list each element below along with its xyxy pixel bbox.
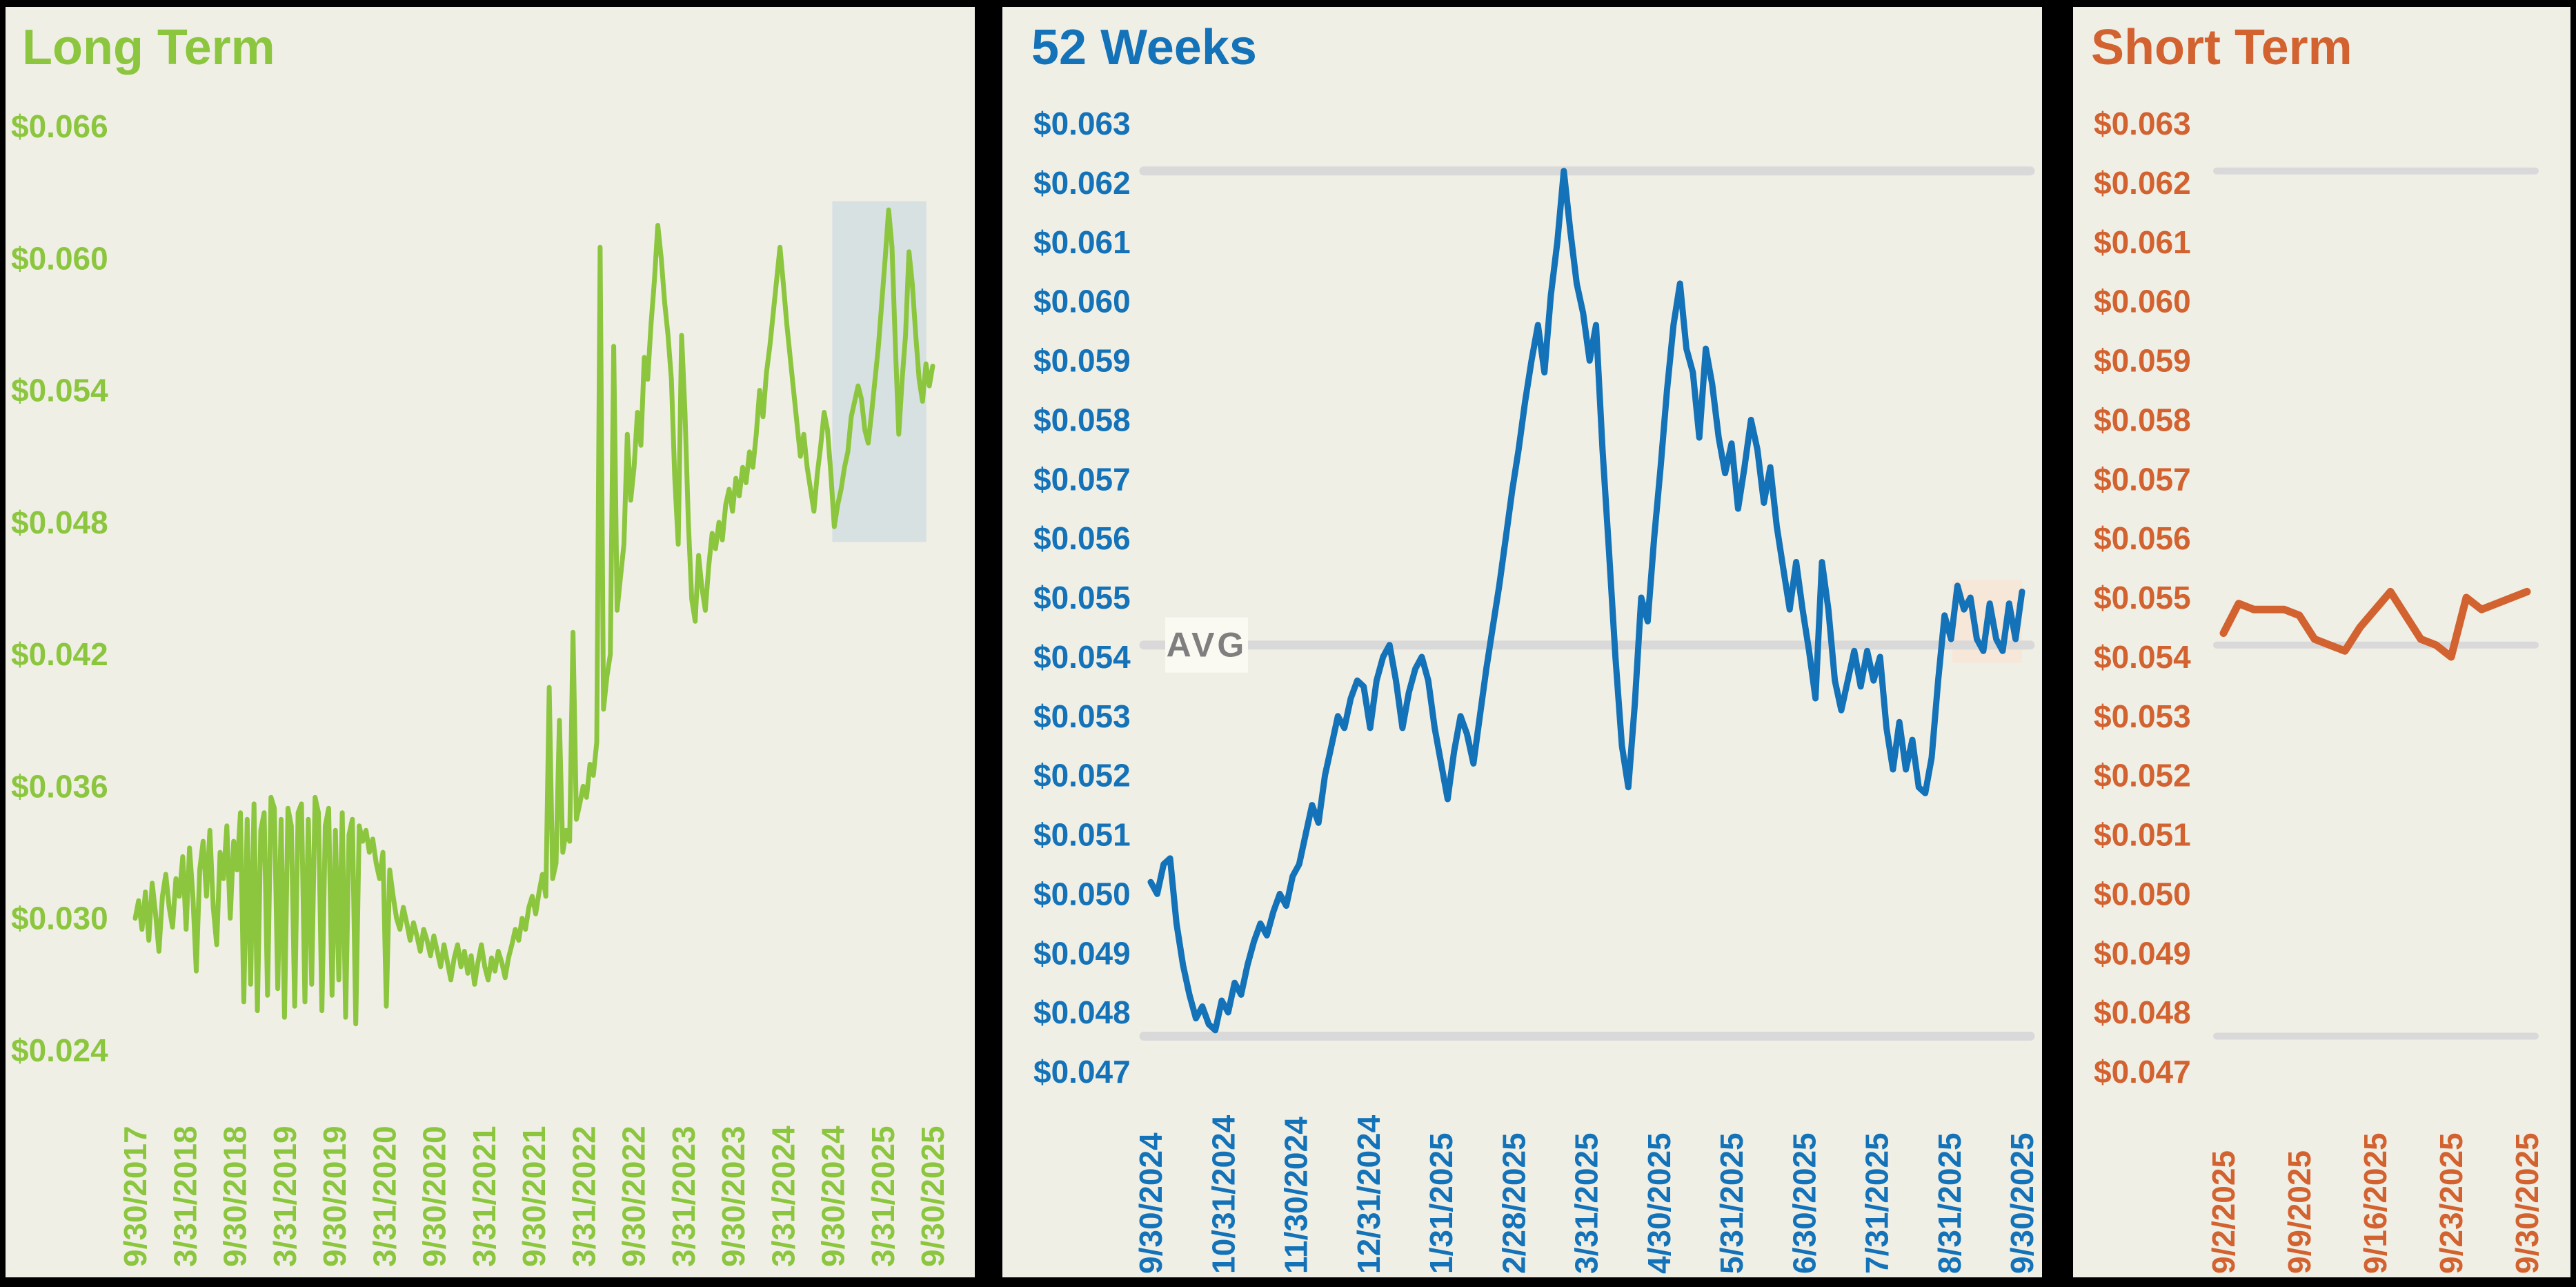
y-tick-label: $0.055 <box>1033 580 1131 616</box>
y-tick-label: $0.059 <box>2094 343 2191 379</box>
y-tick-label: $0.060 <box>11 240 108 276</box>
x-tick-label: 9/2/2025 <box>2206 1150 2241 1274</box>
y-tick-label: $0.052 <box>1033 758 1131 794</box>
y-tick-label: $0.061 <box>2094 224 2191 260</box>
x-tick-label: 9/30/2022 <box>616 1126 652 1267</box>
chart-title-short-term: Short Term <box>2091 20 2352 75</box>
x-tick-label: 4/30/2025 <box>1641 1132 1677 1274</box>
x-tick-label: 9/16/2025 <box>2357 1132 2393 1274</box>
x-tick-label: 3/31/2023 <box>666 1126 702 1267</box>
x-tick-label: 7/31/2025 <box>1859 1132 1895 1274</box>
y-tick-label: $0.056 <box>1033 520 1131 556</box>
y-tick-label: $0.060 <box>2094 284 2191 320</box>
y-tick-label: $0.042 <box>11 636 108 672</box>
y-tick-label: $0.062 <box>1033 165 1131 201</box>
x-tick-label: 8/31/2025 <box>1932 1132 1968 1274</box>
y-tick-label: $0.062 <box>2094 165 2191 201</box>
y-tick-label: $0.036 <box>11 768 108 804</box>
panel-divider <box>975 0 1002 1287</box>
y-tick-label: $0.060 <box>1033 284 1131 320</box>
x-tick-label: 12/31/2024 <box>1351 1114 1387 1274</box>
x-tick-label: 9/30/2021 <box>516 1126 552 1267</box>
y-tick-label: $0.051 <box>2094 817 2191 853</box>
x-tick-label: 9/30/2023 <box>715 1126 751 1267</box>
x-tick-label: 9/30/2025 <box>2509 1132 2545 1274</box>
x-tick-label: 1/31/2025 <box>1423 1132 1459 1274</box>
price-line <box>132 207 935 1027</box>
y-tick-label: $0.066 <box>11 108 108 144</box>
y-tick-label: $0.057 <box>2094 461 2191 497</box>
y-tick-label: $0.030 <box>11 901 108 936</box>
panel-divider <box>2042 0 2073 1287</box>
x-tick-label: 3/31/2020 <box>366 1126 402 1267</box>
y-tick-label: $0.063 <box>1033 106 1131 141</box>
price-line <box>1147 168 2025 1034</box>
y-tick-label: $0.056 <box>2094 520 2191 556</box>
y-tick-label: $0.054 <box>1033 639 1131 675</box>
panel-long-term: Long Term $0.066 $0.060 $0.054 $0.048 $0.042… <box>6 7 975 1277</box>
x-tick-label: 9/30/2019 <box>317 1126 353 1267</box>
x-tick-label: 9/9/2025 <box>2281 1150 2317 1274</box>
y-tick-label: $0.063 <box>2094 106 2191 141</box>
x-tick-label: 3/31/2022 <box>566 1126 602 1267</box>
y-tick-label: $0.055 <box>2094 580 2191 616</box>
y-tick-label: $0.052 <box>2094 758 2191 794</box>
y-tick-label: $0.047 <box>1033 1054 1131 1090</box>
y-tick-label: $0.050 <box>1033 876 1131 912</box>
y-tick-label: $0.057 <box>1033 461 1131 497</box>
x-tick-label: 9/30/2024 <box>815 1126 851 1267</box>
y-tick-label: $0.058 <box>1033 402 1131 438</box>
x-tick-label: 9/30/2018 <box>217 1126 253 1267</box>
y-tick-label: $0.053 <box>1033 698 1131 734</box>
x-tick-label: 9/30/2024 <box>1133 1132 1169 1274</box>
y-tick-label: $0.050 <box>2094 876 2191 912</box>
y-tick-label: $0.048 <box>1033 994 1131 1030</box>
panel-52-weeks: 52 Weeks AVG $0.063 $0.062 $0.061 $0.060 $0.0… <box>1002 7 2042 1277</box>
x-tick-label: 3/31/2019 <box>267 1126 303 1267</box>
chart-title-long-term: Long Term <box>22 20 275 75</box>
x-tick-label: 10/31/2024 <box>1205 1114 1241 1274</box>
x-tick-label: 2/28/2025 <box>1496 1132 1532 1274</box>
x-tick-label: 9/30/2017 <box>117 1126 153 1267</box>
y-tick-label: $0.049 <box>1033 935 1131 971</box>
y-tick-label: $0.051 <box>1033 817 1131 853</box>
avg-label-box <box>1165 617 1248 673</box>
x-tick-label: 3/31/2021 <box>466 1126 502 1267</box>
y-tick-label: $0.054 <box>11 373 108 409</box>
chart-title-52-weeks: 52 Weeks <box>1031 20 1257 75</box>
short-term-chart: $0.063 $0.062 $0.061 $0.060 $0.059 $0.058 $0.0… <box>2094 106 2545 1274</box>
y-tick-label: $0.054 <box>2094 639 2191 675</box>
x-tick-label: 5/31/2025 <box>1714 1132 1750 1274</box>
x-tick-label: 9/23/2025 <box>2433 1132 2469 1274</box>
y-tick-label: $0.048 <box>11 504 108 540</box>
x-tick-label: 11/30/2024 <box>1278 1117 1314 1274</box>
x-tick-label: 3/31/2024 <box>765 1126 801 1267</box>
y-tick-label: $0.048 <box>2094 994 2191 1030</box>
y-tick-label: $0.061 <box>1033 224 1131 260</box>
avg-label: AVG <box>1167 626 1247 665</box>
panel-short-term: Short Term $0.063 $0.062 $0.061 $0.060 $0.05… <box>2073 7 2570 1277</box>
y-tick-label: $0.047 <box>2094 1054 2191 1090</box>
x-tick-label: 9/30/2025 <box>915 1126 951 1267</box>
x-tick-label: 9/30/2020 <box>417 1126 453 1267</box>
y-tick-label: $0.053 <box>2094 698 2191 734</box>
52-weeks-chart: AVG $0.063 $0.062 $0.061 $0.060 $0.059 $0.058 $… <box>1033 106 2040 1274</box>
x-tick-label: 6/30/2025 <box>1786 1132 1822 1274</box>
long-term-chart: $0.066 $0.060 $0.054 $0.048 $0.042 $0.036 $0.0… <box>11 108 951 1267</box>
x-tick-label: 9/30/2025 <box>2004 1132 2040 1274</box>
price-line <box>2219 587 2531 661</box>
x-tick-label: 3/31/2018 <box>167 1126 203 1267</box>
y-tick-label: $0.049 <box>2094 935 2191 971</box>
x-tick-label: 3/31/2025 <box>1569 1132 1605 1274</box>
highlight-window <box>832 201 927 542</box>
x-tick-label: 3/31/2025 <box>865 1126 901 1267</box>
y-tick-label: $0.058 <box>2094 402 2191 438</box>
y-tick-label: $0.059 <box>1033 343 1131 379</box>
y-tick-label: $0.024 <box>11 1032 108 1068</box>
